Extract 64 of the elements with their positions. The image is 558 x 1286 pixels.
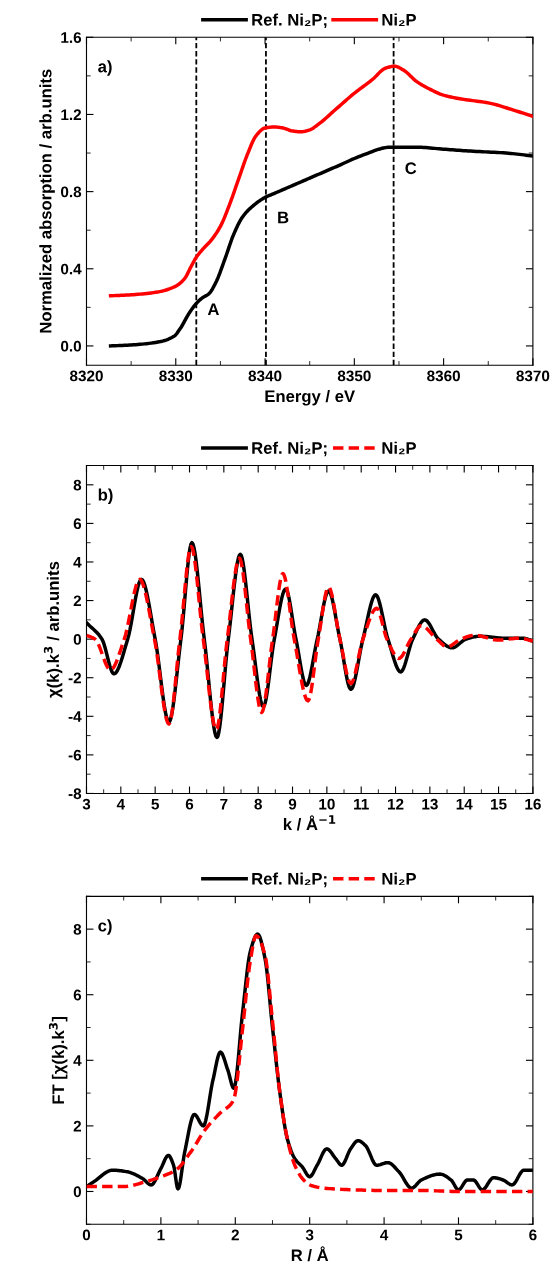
x-tick-label: 4 [380, 1229, 389, 1241]
annotation: c) [98, 919, 112, 935]
x-tick-label: 8320 [69, 370, 103, 382]
legend-label: Ref. Ni₂P; [252, 13, 327, 29]
x-tick-label: 8330 [159, 370, 193, 382]
x-tick-label: 7 [220, 798, 228, 810]
y-tick-label: -8 [68, 788, 82, 800]
y-tick-label: 0.8 [61, 186, 82, 198]
x-tick-label: 6 [185, 798, 194, 810]
y-tick-label: 6 [73, 518, 82, 530]
annotation: C [405, 162, 417, 175]
annotation: a) [98, 60, 112, 76]
y-axis-title: FT [χ(k).k$^{3}$] [48, 1016, 68, 1104]
annotation: b) [98, 488, 113, 505]
y-tick-label: 6 [73, 989, 82, 1001]
x-tick-label: 12 [388, 798, 404, 810]
y-tick-label: 8 [73, 479, 82, 491]
x-tick-label: 0 [82, 1229, 91, 1241]
x-axis-title: k / Å$^{−1}$ [283, 815, 336, 831]
legend-label: Ni₂P [382, 13, 416, 27]
y-tick-label: 0.4 [61, 263, 82, 275]
x-tick-label: 4 [116, 798, 125, 810]
y-tick-label: 4 [73, 557, 82, 568]
x-tick-label: 1 [157, 1229, 165, 1241]
x-tick-label: 13 [422, 798, 438, 810]
x-tick-label: 8340 [248, 370, 282, 382]
legend-label: Ref. Ni₂P; [252, 872, 327, 888]
x-tick-label: 9 [288, 798, 297, 810]
x-tick-label: 11 [354, 798, 369, 810]
x-tick-label: 6 [529, 1229, 537, 1241]
annotation: A [207, 303, 220, 315]
y-tick-label: 1.2 [61, 109, 82, 120]
x-tick-label: 10 [319, 798, 335, 810]
y-tick-label: 2 [73, 595, 82, 607]
x-tick-label: 8360 [427, 370, 460, 382]
x-tick-label: 2 [231, 1229, 239, 1241]
x-tick-label: 8 [254, 798, 262, 810]
x-tick-label: 8350 [337, 370, 371, 382]
x-tick-label: 5 [454, 1229, 463, 1241]
x-tick-label: 16 [525, 798, 541, 810]
y-tick-label: -4 [68, 711, 82, 722]
legend-label: Ni₂P [382, 441, 416, 455]
y-tick-label: 2 [73, 1120, 82, 1132]
x-axis-title: Energy / eV [265, 389, 355, 406]
annotation: B [278, 211, 289, 224]
x-tick-label: 3 [82, 798, 91, 810]
y-tick-label: 8 [73, 924, 82, 935]
x-axis-title: R / Å [291, 1246, 329, 1262]
y-tick-label: -6 [68, 749, 82, 761]
y-tick-label: 0 [73, 634, 81, 645]
x-tick-label: 14 [456, 798, 473, 810]
x-tick-label: 15 [491, 798, 507, 810]
legend-label: Ni₂P [382, 872, 416, 886]
y-tick-label: 1.6 [61, 32, 82, 43]
x-tick-label: 5 [151, 798, 159, 810]
y-axis-title: Normalized absorption / arb.units [39, 69, 55, 333]
y-tick-label: -2 [68, 672, 82, 684]
y-tick-label: 0.0 [61, 340, 81, 352]
y-tick-label: 4 [73, 1055, 82, 1066]
legend-label: Ref. Ni₂P; [252, 441, 327, 457]
y-axis-title: χ(k).k$^{3}$ / arb.units [43, 561, 63, 698]
y-tick-label: 0 [73, 1186, 81, 1198]
x-tick-label: 3 [305, 1229, 314, 1241]
x-tick-label: 8370 [516, 370, 550, 382]
